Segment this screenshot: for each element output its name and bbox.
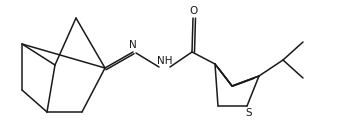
Text: S: S xyxy=(246,108,252,118)
Text: O: O xyxy=(190,6,198,16)
Text: NH: NH xyxy=(157,56,173,66)
Text: N: N xyxy=(129,40,137,50)
